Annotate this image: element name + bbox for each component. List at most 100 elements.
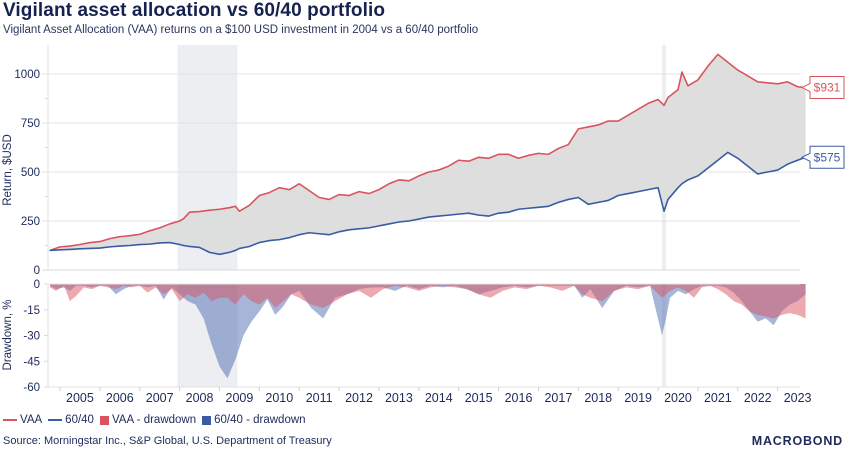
- data-point-vaa: [767, 82, 769, 84]
- data-point-vaa: [348, 194, 350, 197]
- legend-swatch-vaa-drawdown: [99, 415, 109, 425]
- y-tick-label-top: 500: [21, 167, 40, 179]
- data-point-vaa: [258, 194, 260, 197]
- data-point-vaa: [428, 171, 430, 173]
- y-tick-label-top: 750: [21, 118, 40, 130]
- data-point-6040: [657, 187, 659, 189]
- data-point-vaa: [747, 75, 749, 77]
- data-point-vaa: [89, 241, 91, 244]
- data-point-6040: [119, 245, 121, 247]
- macrobond-logo: MACROBOND: [751, 434, 843, 448]
- data-point-6040: [617, 194, 619, 197]
- data-point-6040: [757, 173, 759, 175]
- data-point-vaa: [69, 245, 71, 247]
- data-point-vaa: [727, 61, 729, 63]
- data-point-vaa: [681, 71, 683, 73]
- data-point-vaa: [597, 124, 599, 126]
- legend-item-6040-drawdown: 60/40 - drawdown: [202, 414, 306, 426]
- data-point-vaa: [139, 233, 141, 235]
- data-point-6040: [557, 201, 559, 203]
- data-point-6040: [547, 205, 550, 207]
- data-point-6040: [577, 196, 579, 199]
- data-point-6040: [308, 232, 310, 234]
- data-point-vaa: [667, 96, 669, 99]
- y-tick-label-top: 1000: [14, 69, 40, 81]
- data-point-6040: [89, 247, 91, 250]
- data-point-6040: [398, 221, 400, 223]
- data-point-6040: [667, 198, 669, 201]
- data-point-vaa: [159, 227, 161, 229]
- data-point-vaa: [677, 89, 679, 91]
- x-tick-label: 2010: [265, 391, 293, 405]
- end-label-text: $575: [814, 150, 841, 164]
- y-tick-label-bottom: -15: [23, 305, 40, 317]
- data-point-vaa: [587, 126, 589, 128]
- data-point-vaa: [408, 180, 410, 182]
- shaded-period-bottom-1: [662, 284, 667, 387]
- top-panel: 0 250 500 750 1000 Return, $USD $931 $575: [2, 45, 845, 277]
- data-point-6040: [787, 163, 789, 165]
- data-point-6040: [288, 237, 290, 239]
- data-point-6040: [159, 242, 161, 244]
- end-label-text: $931: [814, 81, 841, 95]
- drawdown-panel: Drawdown, % 0 -15 -30 -45 -60: [2, 279, 806, 394]
- x-tick-label: 2017: [544, 391, 572, 405]
- x-tick-label: 2021: [704, 391, 732, 405]
- data-point-6040: [182, 244, 185, 247]
- end-label-box: [800, 145, 845, 169]
- data-point-6040: [488, 215, 490, 217]
- x-tick-label: 2012: [345, 391, 373, 405]
- data-point-vaa: [179, 220, 181, 222]
- legend: VAA 60/40 VAA - drawdown 60/40 - drawdow…: [3, 414, 308, 426]
- data-point-6040: [109, 246, 111, 248]
- data-point-vaa: [418, 175, 420, 177]
- end-label-box: [800, 76, 845, 100]
- source-note: Source: Morningstar Inc., S&P Global, U.…: [3, 435, 332, 447]
- x-tick-label: 2007: [146, 391, 174, 405]
- y-tick-label-bottom: -60: [23, 382, 40, 394]
- data-point-vaa: [663, 104, 665, 106]
- data-point-vaa: [787, 81, 789, 83]
- data-point-vaa: [388, 183, 390, 185]
- data-point-vaa: [308, 190, 310, 192]
- chart-subtitle: Vigilant Asset Allocation (VAA) returns …: [3, 24, 479, 36]
- data-point-6040: [747, 165, 749, 167]
- data-point-6040: [663, 210, 665, 212]
- data-point-vaa: [657, 98, 659, 101]
- end-label-6040: $575: [800, 145, 845, 169]
- data-point-vaa: [288, 189, 290, 191]
- data-point-vaa: [697, 79, 699, 81]
- vaa-drawdown-area: [50, 284, 806, 319]
- data-point-vaa: [169, 223, 171, 225]
- data-point-vaa: [182, 218, 185, 220]
- data-point-6040: [139, 243, 141, 246]
- data-point-vaa: [398, 179, 400, 181]
- y-tick-label-top: 0: [34, 265, 40, 277]
- data-point-6040: [228, 251, 231, 253]
- data-point-vaa: [318, 196, 320, 199]
- data-point-6040: [717, 159, 719, 161]
- data-point-vaa: [378, 189, 380, 191]
- data-point-vaa: [497, 153, 500, 155]
- data-point-6040: [358, 228, 360, 230]
- y-tick-label-top: 250: [21, 216, 40, 228]
- x-tick-label: 2005: [66, 391, 94, 405]
- data-point-vaa: [218, 208, 221, 210]
- data-point-vaa: [717, 53, 719, 56]
- data-point-6040: [677, 187, 679, 189]
- data-point-6040: [607, 199, 609, 202]
- data-point-6040: [428, 216, 430, 218]
- data-point-6040: [368, 227, 370, 229]
- data-point-6040: [238, 247, 241, 250]
- data-point-6040: [258, 241, 260, 244]
- data-point-6040: [49, 249, 51, 251]
- data-point-vaa: [577, 128, 579, 130]
- data-point-6040: [318, 233, 320, 235]
- data-point-6040: [208, 251, 211, 253]
- data-point-vaa: [458, 159, 460, 161]
- data-point-6040: [338, 231, 340, 233]
- data-point-6040: [348, 229, 350, 231]
- x-tick-label: 2020: [664, 391, 692, 405]
- y-axis-title-bottom: Drawdown, %: [2, 300, 14, 371]
- legend-label-vaa: VAA: [20, 414, 43, 426]
